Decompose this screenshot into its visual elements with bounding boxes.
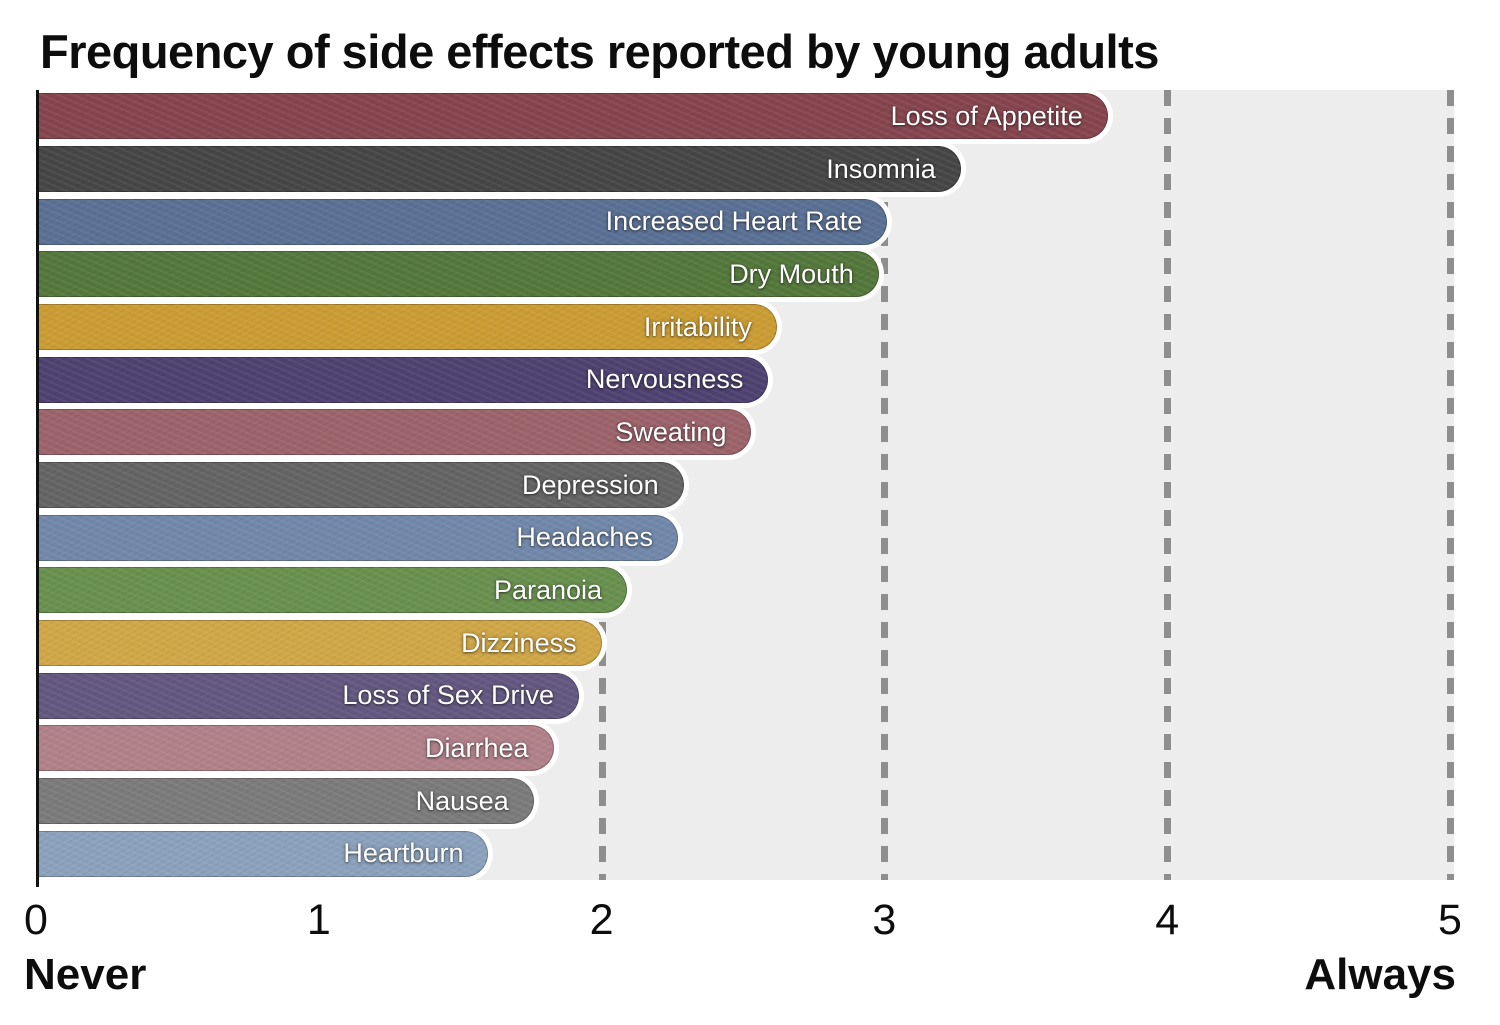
bar-irritability: Irritability (36, 304, 777, 351)
bar-depression: Depression (36, 462, 684, 509)
bar-row: Depression (36, 459, 1454, 512)
bar-insomnia: Insomnia (36, 146, 961, 192)
x-axis-max-label: Always (1304, 950, 1456, 999)
chart-title: Frequency of side effects reported by yo… (40, 25, 1159, 78)
bar-label: Insomnia (826, 153, 936, 184)
bar-loss-of-sex-drive: Loss of Sex Drive (36, 672, 579, 719)
tick-label-5: 5 (1438, 896, 1462, 944)
bar-row: Heartburn (36, 827, 1454, 880)
bar-row: Loss of Appetite (36, 90, 1454, 143)
bar-label: Increased Heart Rate (605, 206, 863, 237)
bar-label: Dry Mouth (729, 258, 854, 289)
bar-dizziness: Dizziness (36, 620, 602, 667)
bar-row: Insomnia (36, 143, 1454, 196)
bar-label: Headaches (516, 522, 653, 553)
gridline-x4 (1164, 90, 1172, 880)
bar-row: Diarrhea (36, 722, 1454, 775)
tick-label-2: 2 (589, 896, 614, 944)
bar-label: Dizziness (461, 627, 577, 658)
gridline-x5 (1447, 90, 1454, 880)
bar-label: Depression (522, 469, 659, 500)
bar-row: Sweating (36, 406, 1454, 459)
bar-label: Heartburn (343, 838, 464, 869)
plot-area: Loss of Appetite Insomnia Increased Heart … (36, 90, 1454, 887)
bar-nervousness: Nervousness (36, 356, 769, 403)
bar-heartburn: Heartburn (36, 830, 489, 877)
bar-label: Diarrhea (424, 732, 529, 763)
bar-row: Nausea (36, 775, 1454, 828)
bar-label: Paranoia (493, 574, 603, 605)
bar-label: Loss of Appetite (890, 100, 1083, 131)
bar-headaches: Headaches (36, 514, 678, 561)
tick-label-0: 0 (24, 896, 48, 944)
bar-row: Increased Heart Rate (36, 195, 1454, 248)
tick-label-3: 3 (872, 896, 897, 944)
bar-label: Nervousness (585, 364, 744, 395)
x-axis-min-label: Never (24, 950, 147, 999)
bar-label: Sweating (615, 416, 727, 447)
bar-nausea: Nausea (36, 778, 534, 825)
bars-layer: Loss of Appetite Insomnia Increased Heart … (36, 90, 1454, 880)
y-axis-spine (36, 90, 39, 887)
bar-row: Headaches (36, 511, 1454, 564)
bar-row: Paranoia (36, 564, 1454, 617)
tick-label-1: 1 (306, 896, 331, 944)
bar-label: Loss of Sex Drive (342, 680, 554, 711)
tick-label-4: 4 (1155, 896, 1180, 944)
bar-label: Irritability (643, 311, 752, 342)
bar-sweating: Sweating (36, 409, 752, 456)
bar-paranoia: Paranoia (36, 567, 628, 614)
bar-loss-of-appetite: Loss of Appetite (36, 93, 1108, 140)
bar-increased-heart-rate: Increased Heart Rate (36, 198, 888, 245)
bar-label: Nausea (415, 785, 509, 816)
bar-diarrhea: Diarrhea (36, 725, 554, 772)
bar-row: Loss of Sex Drive (36, 669, 1454, 722)
bar-dry-mouth: Dry Mouth (36, 251, 879, 298)
bar-row: Dizziness (36, 617, 1454, 670)
bar-row: Dry Mouth (36, 248, 1454, 301)
gridline-x3 (881, 90, 889, 880)
bar-row: Nervousness (36, 353, 1454, 406)
bar-row: Irritability (36, 301, 1454, 354)
